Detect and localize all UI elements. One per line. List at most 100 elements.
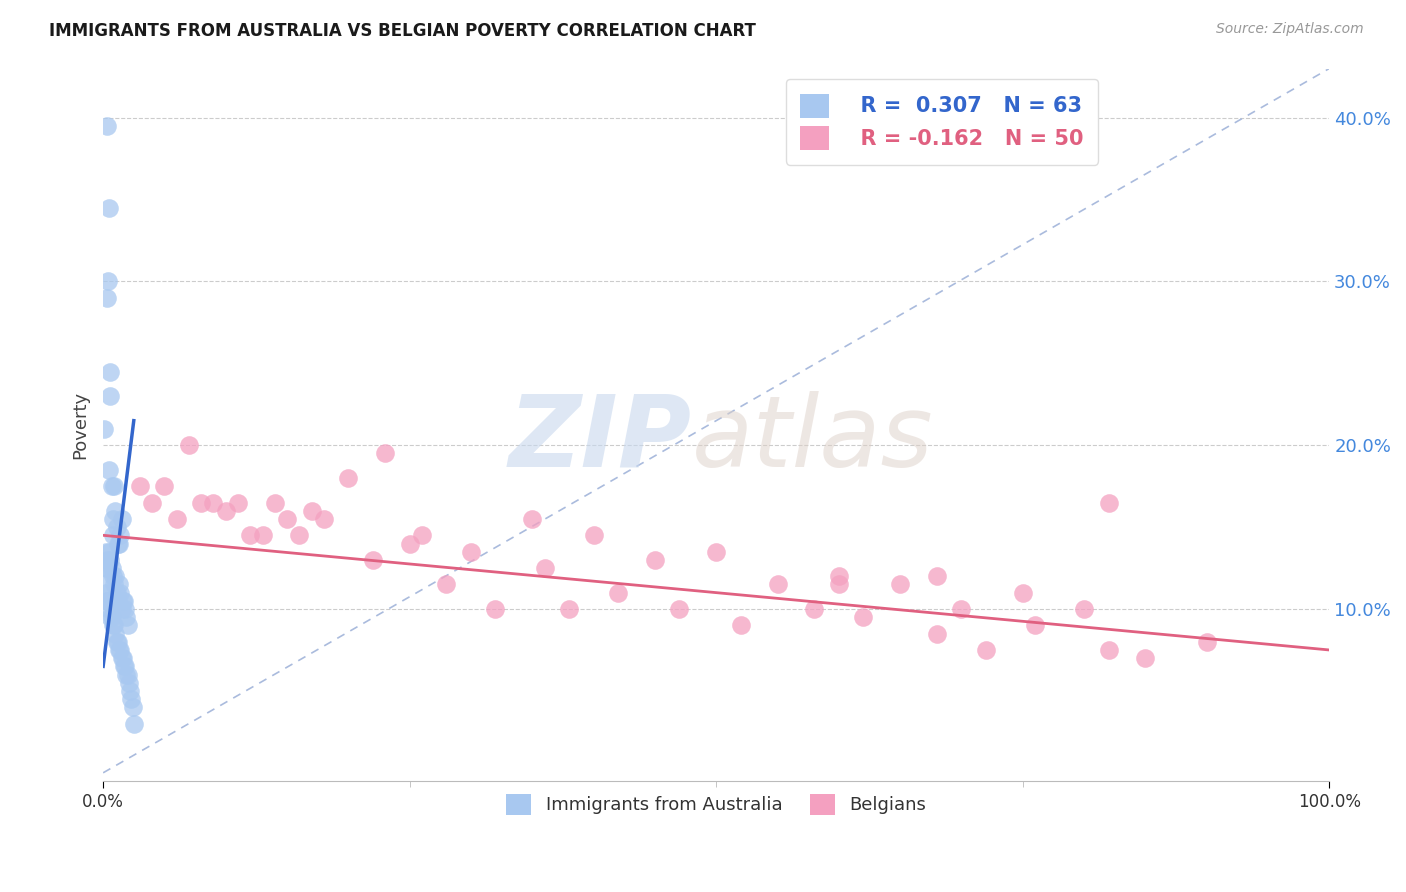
Point [108,536,131,550]
Point [105,634,128,648]
Point [100,610,122,624]
Point [190,495,212,509]
Point [110,528,132,542]
Point [94,544,117,558]
Point [101,569,124,583]
Point [98,463,121,477]
Point [398,536,420,550]
Point [97,561,120,575]
Y-axis label: Poverty: Poverty [72,391,89,458]
Point [105,585,128,599]
Point [110,651,132,665]
Point [100,479,122,493]
Point [108,577,131,591]
Point [112,659,135,673]
Point [484,602,506,616]
Point [1135,651,1157,665]
Point [93,577,115,591]
Text: IMMIGRANTS FROM AUSTRALIA VS BELGIAN POVERTY CORRELATION CHART: IMMIGRANTS FROM AUSTRALIA VS BELGIAN POV… [49,22,756,40]
Point [104,626,127,640]
Point [110,602,132,616]
Point [104,569,127,583]
Point [114,602,136,616]
Point [276,512,298,526]
Point [114,659,136,673]
Point [828,569,851,583]
Point [1195,634,1218,648]
Point [668,602,690,616]
Point [263,495,285,509]
Point [111,651,134,665]
Point [117,618,139,632]
Point [112,594,135,608]
Point [110,585,132,599]
Text: atlas: atlas [692,391,934,488]
Point [803,602,825,616]
Point [122,716,145,731]
Point [1073,602,1095,616]
Point [121,700,143,714]
Point [202,495,225,509]
Point [766,577,789,591]
Point [1011,585,1033,599]
Point [558,602,581,616]
Point [226,495,249,509]
Point [96,291,118,305]
Point [950,602,973,616]
Point [104,504,127,518]
Point [607,585,630,599]
Point [101,512,124,526]
Point [108,643,131,657]
Point [361,553,384,567]
Point [177,438,200,452]
Point [153,479,176,493]
Point [1097,643,1119,657]
Point [301,504,323,518]
Point [852,610,875,624]
Point [582,528,605,542]
Point [98,544,121,558]
Point [94,585,117,599]
Point [97,275,120,289]
Point [111,594,134,608]
Text: Source: ZipAtlas.com: Source: ZipAtlas.com [1216,22,1364,37]
Point [93,422,115,436]
Point [101,528,124,542]
Point [312,512,335,526]
Point [107,594,129,608]
Point [522,512,544,526]
Point [252,528,274,542]
Point [110,512,132,526]
Point [374,446,396,460]
Point [117,667,139,681]
Point [704,544,727,558]
Point [239,528,262,542]
Point [98,201,121,215]
Point [100,365,122,379]
Point [925,569,948,583]
Point [1097,495,1119,509]
Text: ZIP: ZIP [509,391,692,488]
Point [120,692,142,706]
Point [115,667,138,681]
Point [118,675,141,690]
Point [94,561,117,575]
Point [436,577,458,591]
Point [115,610,138,624]
Point [533,561,555,575]
Point [129,479,152,493]
Point [460,544,482,558]
Point [730,618,752,632]
Point [98,602,121,616]
Point [103,577,125,591]
Point [100,561,122,575]
Point [889,577,911,591]
Point [974,643,997,657]
Point [288,528,311,542]
Point [100,553,122,567]
Point [166,512,188,526]
Point [103,618,125,632]
Point [105,520,128,534]
Point [107,634,129,648]
Point [1024,618,1046,632]
